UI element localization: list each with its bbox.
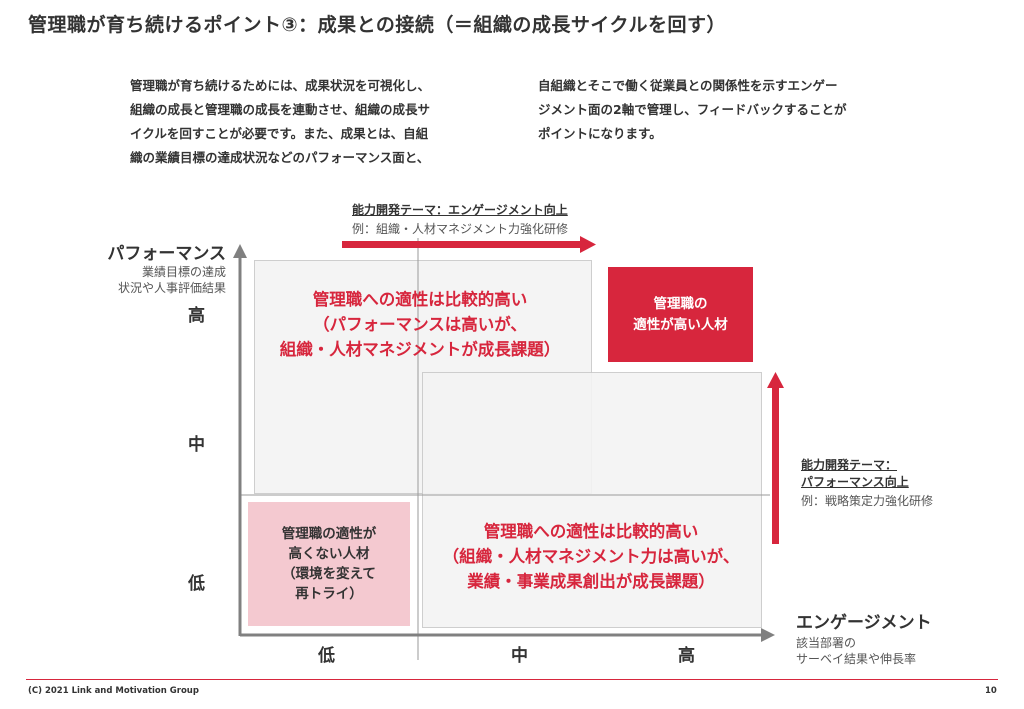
top-theme-title: 能力開発テーマ：エンゲージメント向上 [352,203,568,217]
quadrant-bottom-right-text: 管理職への適性は比較的高い （組織・人材マネジメント力は高いが、 業績・事業成果… [422,519,760,594]
horizontal-red-arrow-icon [580,236,596,253]
footer-divider [26,679,998,680]
quadrant-top-right-box [608,267,753,362]
x-axis-sub-line: サーベイ結果や伸長率 [796,652,917,666]
footer-copyright: (C) 2021 Link and Motivation Group [28,686,199,696]
page-title: 管理職が育ち続けるポイント③：成果との接続（＝組織の成長サイクルを回す） [28,14,726,36]
x-axis-arrowhead-icon [761,628,775,642]
top-theme-label: 能力開発テーマ：エンゲージメント向上 例：組織・人材マネジメント力強化研修 [352,201,568,237]
quadrant-text-line: 適性が高い人材 [633,317,728,333]
page-number: 10 [985,686,997,696]
x-tick-high: 高 [678,646,695,666]
intro-paragraph-left: 管理職が育ち続けるためには、成果状況を可視化し、 組織の成長と管理職の成長を連動… [130,74,510,170]
quadrant-top-left-text: 管理職への適性は比較的高い （パフォーマンスは高いが、 組織・人材マネジメントが… [240,287,600,362]
intro-line: 織の業績目標の達成状況などのパフォーマンス面と、 [130,150,430,165]
intro-line: 管理職が育ち続けるためには、成果状況を可視化し、 [130,78,431,93]
right-theme-label: 能力開発テーマ： パフォーマンス向上 例：戦略策定力強化研修 [801,456,933,509]
quadrant-top-right-text: 管理職の 適性が高い人材 [608,294,753,336]
quadrant-bottom-left-box [248,502,410,626]
y-axis-sub-line: 業績目標の達成 [141,265,226,279]
y-tick-high: 高 [188,306,205,326]
quadrant-text-line: 組織・人材マネジメントが成長課題） [279,340,561,359]
y-axis-sub-line: 状況や人事評価結果 [117,281,226,295]
right-theme-example: 例：戦略策定力強化研修 [801,494,934,508]
y-axis-title: パフォーマンス [107,244,226,264]
quadrant-text-line: 管理職への適性は比較的高い [312,290,528,309]
quadrant-bottom-right-box [422,372,762,628]
x-axis-sub-line: 該当部署の [796,636,857,650]
quadrant-text-line: （組織・人材マネジメント力は高いが、 [442,547,740,566]
quadrant-text-line: 再トライ） [295,586,363,602]
intro-line: イクルを回すことが必要です。また、成果とは、自組 [130,126,429,141]
x-tick-mid: 中 [511,646,528,666]
x-axis-label: エンゲージメント 該当部署の サーベイ結果や伸長率 [796,608,932,667]
quadrant-text-line: 管理職の [653,296,708,312]
quadrant-text-line: 管理職への適性は比較的高い [483,522,699,541]
quadrant-text-line: 高くない人材 [288,546,370,562]
y-tick-low: 低 [188,574,205,594]
vertical-red-arrow-icon [767,372,784,388]
intro-line: ポイントになります。 [538,126,662,141]
y-tick-mid: 中 [188,435,205,455]
intro-line: 組織の成長と管理職の成長を連動させ、組織の成長サ [130,102,431,117]
y-axis-label: パフォーマンス 業績目標の達成 状況や人事評価結果 [86,239,226,296]
quadrant-text-line: （パフォーマンスは高いが、 [313,315,527,334]
right-theme-title-line: パフォーマンス向上 [801,475,909,489]
quadrant-text-line: （環境を変えて [282,566,376,582]
intro-line: 自組織とそこで働く従業員との関係性を示すエンゲー [538,78,838,93]
right-theme-title-line: 能力開発テーマ： [801,458,898,472]
vertical-red-arrow-shaft [772,386,779,544]
quadrant-text-line: 業績・事業成果創出が成長課題） [467,572,715,591]
intro-line: ジメント面の2軸で管理し、フィードバックすることが [538,102,847,117]
x-tick-low: 低 [318,646,335,666]
top-theme-example: 例：組織・人材マネジメント力強化研修 [352,222,569,236]
quadrant-bottom-left-text: 管理職の適性が 高くない人材 （環境を変えて 再トライ） [248,524,410,604]
x-axis-title: エンゲージメント [796,613,932,633]
intro-paragraph-right: 自組織とそこで働く従業員との関係性を示すエンゲー ジメント面の2軸で管理し、フィ… [538,74,908,146]
quadrant-text-line: 管理職の適性が [281,526,377,542]
horizontal-red-arrow-shaft [342,241,582,248]
y-axis-arrowhead-icon [233,244,247,258]
